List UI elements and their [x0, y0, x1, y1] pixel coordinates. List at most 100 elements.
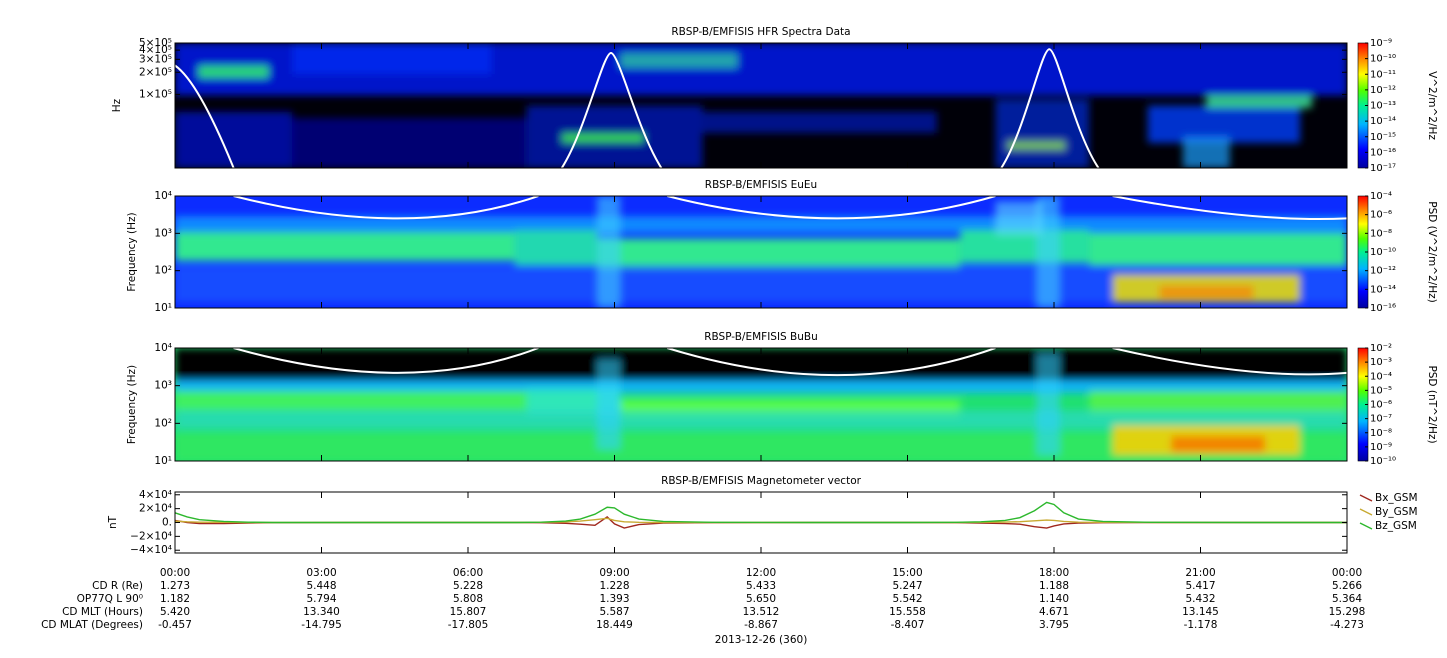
ephemeris-label: CD MLAT (Degrees): [41, 619, 143, 631]
ephemeris-value: 4.671: [1039, 606, 1069, 618]
ephemeris-value: 5.808: [453, 593, 483, 605]
spectrogram-texture-patch: [198, 65, 269, 78]
spectrogram-texture-patch: [702, 111, 937, 133]
cyclotron-curve: [175, 64, 235, 168]
ephemeris-value: 5.650: [746, 593, 776, 605]
x-tick-label: 12:00: [746, 567, 776, 579]
colorbar-tick-label: 10⁻⁴: [1370, 371, 1392, 382]
spectrogram-texture-patch: [596, 238, 961, 270]
y-tick-label: 3×10⁵: [139, 53, 172, 65]
panel-title: RBSP-B/EMFISIS HFR Spectra Data: [671, 26, 850, 38]
ephemeris-value: 5.417: [1185, 580, 1215, 592]
ephemeris-label: CD MLT (Hours): [62, 606, 143, 618]
colorbar-tick-label: 10⁻¹⁴: [1370, 116, 1396, 127]
colorbar-tick-label: 10⁻⁷: [1370, 414, 1392, 425]
colorbar-tick-label: 10⁻¹⁶: [1370, 147, 1396, 158]
colorbar-tick-label: 10⁻¹⁵: [1370, 132, 1396, 143]
colorbar-tick-label: 10⁻¹²: [1370, 266, 1396, 277]
ephemeris-value: 5.448: [306, 580, 336, 592]
y-tick-label: −4×10⁴: [130, 544, 172, 556]
ephemeris-value: 13.340: [303, 606, 340, 618]
ephemeris-value: 5.432: [1185, 593, 1215, 605]
ephemeris-value: -4.273: [1330, 619, 1364, 631]
x-tick-label: 21:00: [1185, 567, 1215, 579]
ephemeris-value: -8.407: [891, 619, 925, 631]
spectrogram-texture: [175, 348, 1347, 461]
plot-frame: [174, 195, 1348, 309]
spectrogram-texture-patch: [1171, 436, 1265, 452]
cyclotron-curve: [666, 196, 996, 220]
spectrogram-texture-patch: [292, 43, 492, 75]
panel-title: RBSP-B/EMFISIS Magnetometer vector: [661, 475, 862, 487]
ephemeris-value: 5.364: [1332, 593, 1362, 605]
y-tick-label: 10²: [154, 265, 172, 277]
y-axis-label: nT: [107, 515, 119, 529]
spectrogram-texture-patch: [561, 133, 644, 143]
ephemeris-label: OP77Q L 90⁰: [77, 593, 143, 605]
cyclotron-curve: [233, 348, 539, 374]
legend-label: By_GSM: [1375, 506, 1418, 518]
colorbar-label: V^2/m^2/Hz: [1426, 71, 1438, 140]
colorbar-tick-label: 10⁻¹⁷: [1370, 163, 1396, 174]
y-tick-label: 4×10⁴: [139, 489, 172, 501]
y-axis-label: Frequency (Hz): [126, 365, 138, 444]
y-axis-label: Frequency (Hz): [126, 212, 138, 291]
colorbar-tick-label: 10⁻³: [1370, 357, 1392, 368]
spectrogram-texture-patch: [175, 216, 1347, 233]
colorbar-tick-label: 10⁻¹³: [1370, 101, 1396, 112]
ephemeris-value: 1.140: [1039, 593, 1069, 605]
ephemeris-value: 18.449: [596, 619, 633, 631]
ephemeris-value: -1.178: [1184, 619, 1218, 631]
ephemeris-value: 15.298: [1329, 606, 1366, 618]
x-tick-label: 18:00: [1039, 567, 1069, 579]
plot-frame: [174, 491, 1348, 554]
spectrogram-texture-patch: [995, 201, 1043, 236]
ephemeris-value: 1.228: [599, 580, 629, 592]
colorbar-tick-label: 10⁻¹⁰: [1370, 456, 1396, 467]
colorbar-label: PSD (nT^2/Hz): [1426, 365, 1438, 443]
legend-label: Bz_GSM: [1375, 520, 1417, 532]
panel-title: RBSP-B/EMFISIS EuEu: [705, 179, 817, 191]
legend-swatch: [1359, 494, 1373, 502]
colorbar-tick-label: 10⁻⁹: [1370, 442, 1392, 453]
y-tick-label: 10¹: [154, 302, 172, 314]
legend-swatch: [1359, 522, 1373, 530]
y-tick-label: 10³: [154, 380, 172, 392]
colorbar-tick-label: 10⁻⁴: [1370, 191, 1392, 202]
spectrogram-texture-patch: [514, 229, 597, 266]
spectrogram: [175, 196, 1347, 308]
spectrogram: [175, 348, 1347, 461]
cyclotron-curve: [1112, 348, 1347, 376]
colorbar-tick-label: 10⁻¹²: [1370, 85, 1396, 96]
x-tick-label: 00:00: [160, 567, 190, 579]
y-tick-label: 1×10⁵: [139, 88, 172, 100]
spectrogram-texture-patch: [1182, 136, 1230, 168]
y-tick-label: 10¹: [154, 455, 172, 467]
ephemeris-value: 3.795: [1039, 619, 1069, 631]
x-tick-label: 15:00: [892, 567, 922, 579]
cyclotron-curve: [233, 196, 539, 220]
spectrogram-texture-patch: [995, 99, 1090, 168]
colorbar-tick-label: 10⁻⁹: [1370, 38, 1392, 49]
ephemeris-value: 5.266: [1332, 580, 1362, 592]
y-tick-label: 2×10⁴: [139, 503, 172, 515]
colorbar-tick-label: 10⁻¹⁰: [1370, 54, 1396, 65]
ephemeris-value: 1.182: [160, 593, 190, 605]
colorbar-tick-label: 10⁻¹⁰: [1370, 247, 1396, 258]
spectrogram-texture-patch: [1159, 285, 1254, 300]
spectrogram-texture: [175, 196, 1347, 308]
colorbar-tick-label: 10⁻⁶: [1370, 400, 1392, 411]
y-tick-label: 10⁴: [154, 342, 172, 354]
colorbar-tick-label: 10⁻⁸: [1370, 228, 1392, 239]
spectrogram: [175, 43, 1347, 168]
y-tick-label: −2×10⁴: [130, 530, 172, 542]
ephemeris-value: 15.807: [450, 606, 487, 618]
spectrogram-texture-patch: [175, 390, 527, 411]
ephemeris-value: -17.805: [448, 619, 489, 631]
spectrogram-texture-patch: [620, 53, 738, 68]
cyclotron-curve: [560, 51, 663, 168]
ephemeris-value: 5.542: [892, 593, 922, 605]
spectrogram-texture-patch: [1036, 353, 1060, 456]
colorbar-tick-label: 10⁻⁸: [1370, 428, 1392, 439]
